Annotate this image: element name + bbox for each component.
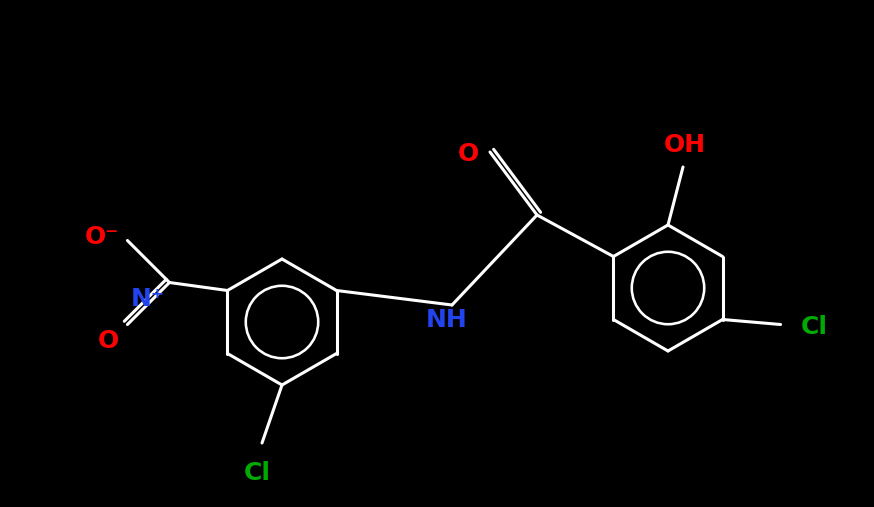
Text: O: O	[98, 329, 120, 352]
Text: O⁻: O⁻	[85, 225, 120, 248]
Text: NH: NH	[427, 308, 468, 332]
Text: O: O	[457, 142, 479, 166]
Text: OH: OH	[664, 133, 706, 157]
Text: Cl: Cl	[244, 461, 270, 485]
Text: N⁺: N⁺	[130, 287, 164, 311]
Text: Cl: Cl	[801, 315, 828, 340]
